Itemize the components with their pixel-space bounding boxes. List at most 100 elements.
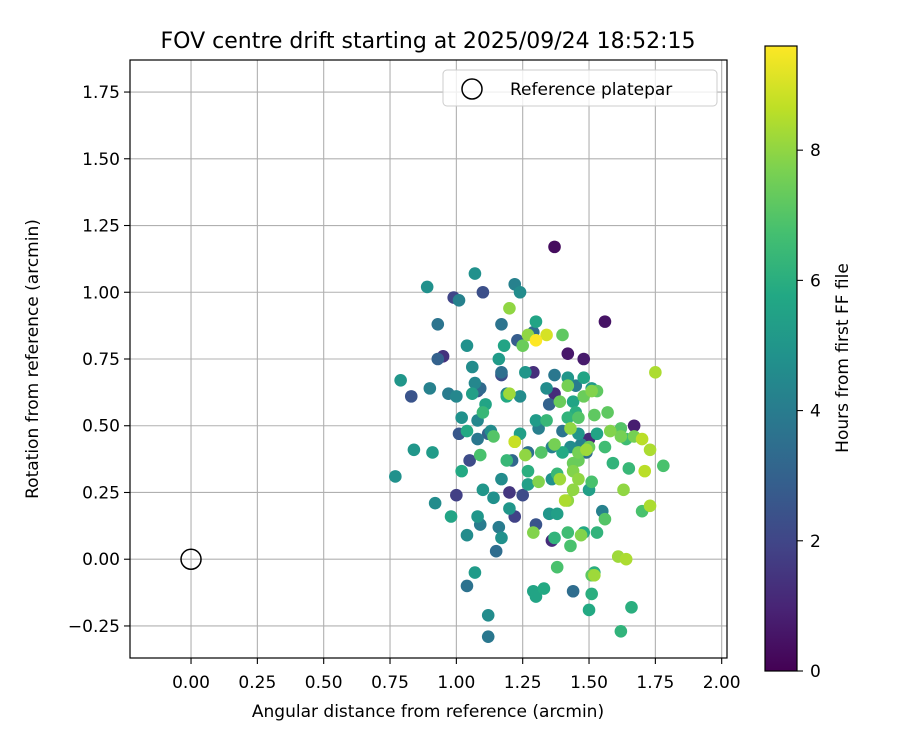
grid	[130, 60, 727, 658]
data-point	[521, 478, 535, 491]
data-point	[598, 512, 612, 526]
data-point	[465, 360, 479, 374]
data-point	[463, 454, 476, 467]
data-point	[622, 462, 636, 475]
data-point	[460, 528, 474, 542]
legend-label: Reference platepar	[510, 80, 672, 100]
data-point	[495, 531, 508, 545]
data-point	[503, 387, 516, 401]
data-point	[566, 483, 580, 497]
data-point	[389, 470, 402, 483]
data-point	[548, 240, 561, 254]
data-point	[566, 395, 580, 409]
x-tick-label: 1.25	[504, 673, 542, 693]
data-point	[556, 328, 569, 342]
data-point	[476, 285, 490, 299]
data-point	[537, 582, 551, 595]
data-point	[492, 520, 506, 534]
data-point	[561, 347, 575, 360]
data-point	[564, 422, 577, 435]
data-point	[500, 454, 514, 467]
data-point	[495, 317, 508, 331]
data-point	[407, 443, 421, 457]
data-point	[529, 315, 543, 328]
data-point	[503, 486, 516, 499]
data-point	[614, 625, 628, 638]
data-point	[450, 390, 463, 403]
data-point	[516, 488, 529, 502]
colorbar-tick-label: 2	[810, 532, 821, 552]
data-point	[619, 552, 633, 566]
data-point	[495, 366, 508, 379]
colorbar-tick-label: 0	[810, 662, 821, 682]
data-point	[404, 390, 418, 403]
data-point	[550, 507, 564, 521]
data-point	[574, 528, 588, 542]
data-point	[603, 424, 617, 438]
colorbar-tick-label: 4	[810, 402, 821, 422]
colorbar-frame	[764, 45, 798, 672]
data-point	[497, 339, 511, 352]
data-point	[431, 317, 445, 331]
data-point	[423, 382, 437, 395]
data-point	[473, 448, 487, 462]
data-point	[638, 464, 652, 478]
data-point	[532, 475, 545, 489]
data-point	[513, 390, 527, 403]
data-point	[468, 566, 482, 579]
data-point	[468, 376, 482, 390]
data-point	[585, 475, 598, 489]
data-point	[540, 414, 553, 427]
data-point	[540, 382, 553, 395]
data-point	[649, 366, 662, 379]
x-tick-label: 1.00	[437, 673, 475, 693]
data-point	[471, 510, 484, 523]
data-point	[625, 600, 638, 614]
data-point	[426, 446, 439, 459]
colorbar-tick-label: 6	[810, 271, 821, 291]
chart-title: FOV centre drift starting at 2025/09/24 …	[161, 29, 696, 54]
data-point	[431, 352, 445, 366]
x-tick-label: 1.75	[636, 673, 674, 693]
data-point	[492, 352, 506, 366]
data-point	[550, 560, 564, 574]
colorbar-tick-label: 8	[810, 141, 821, 161]
data-point	[561, 379, 575, 392]
data-point	[503, 301, 516, 315]
y-tick-label: −0.25	[68, 617, 120, 637]
data-point	[585, 384, 598, 398]
data-point	[556, 446, 569, 459]
data-point	[529, 334, 543, 347]
y-tick-label: 1.75	[82, 83, 120, 103]
data-point	[503, 502, 516, 515]
data-point	[548, 438, 561, 451]
data-point	[643, 499, 657, 513]
data-point	[590, 427, 604, 441]
reference-marker	[180, 548, 202, 570]
data-point	[590, 526, 604, 539]
reference-marker-group	[180, 548, 202, 570]
colorbar: 0 2 4 6 8 Hours from first FF file	[764, 45, 853, 682]
data-point	[566, 584, 580, 598]
legend-marker	[461, 78, 483, 100]
data-point	[420, 280, 434, 294]
data-point	[657, 459, 670, 473]
data-point	[558, 494, 572, 507]
data-point	[561, 526, 575, 539]
data-point	[428, 496, 442, 510]
data-point	[588, 568, 601, 582]
colorbar-label: Hours from first FF file	[833, 263, 853, 453]
data-point	[460, 579, 474, 593]
data-point	[542, 398, 556, 411]
y-axis-label: Rotation from reference (arcmin)	[23, 219, 43, 499]
data-point	[529, 590, 543, 603]
data-point	[394, 374, 407, 387]
y-tick-label: 1.25	[82, 217, 120, 237]
data-point	[635, 432, 649, 446]
data-point	[548, 368, 561, 382]
y-tick-label: 0.50	[82, 417, 120, 437]
data-point	[476, 406, 490, 419]
data-point	[561, 411, 575, 425]
data-point	[519, 366, 532, 379]
x-axis-ticks: 0.00 0.25 0.50 0.75 1.00 1.25 1.50 1.75 2.00	[172, 658, 741, 693]
